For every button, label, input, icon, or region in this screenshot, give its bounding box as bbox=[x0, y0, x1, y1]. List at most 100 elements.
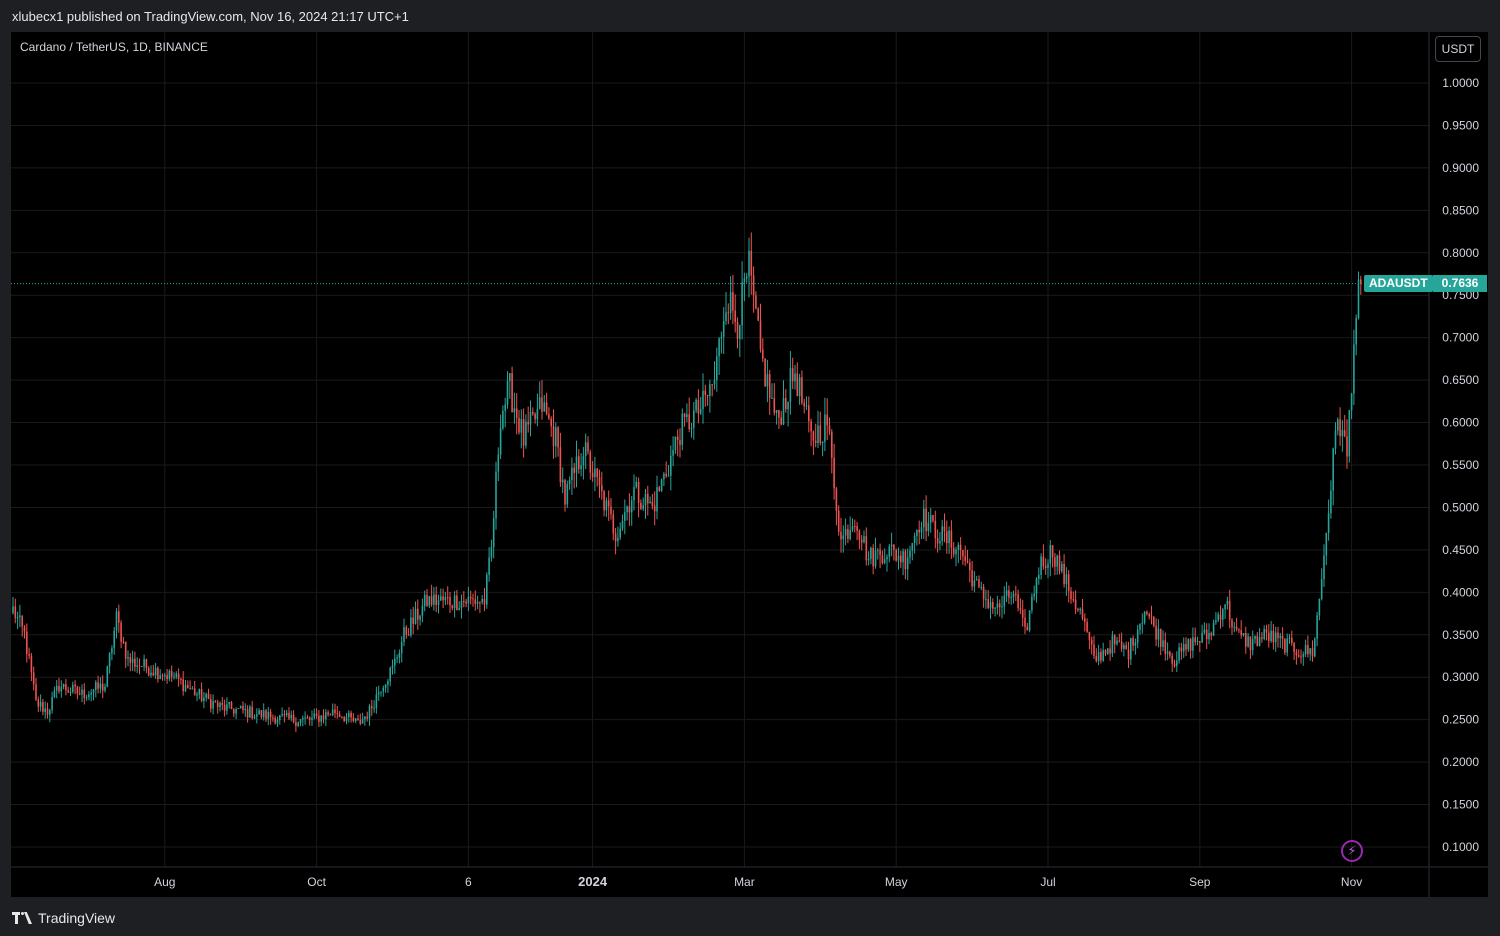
candle bbox=[90, 689, 92, 702]
candle-body bbox=[1265, 629, 1268, 633]
candle bbox=[566, 480, 569, 508]
currency-button[interactable]: USDT bbox=[1435, 36, 1481, 62]
candle-body bbox=[458, 608, 460, 611]
candle bbox=[400, 636, 403, 663]
candle-body bbox=[1084, 618, 1086, 622]
candle bbox=[973, 571, 976, 593]
candle-body bbox=[187, 684, 189, 689]
candle bbox=[1228, 589, 1231, 629]
candle bbox=[1074, 590, 1077, 614]
candle bbox=[1277, 626, 1279, 648]
candle-body bbox=[541, 397, 543, 412]
x-tick-label: Jul bbox=[1040, 875, 1055, 889]
candle bbox=[387, 678, 389, 693]
candle bbox=[727, 303, 730, 325]
candle-body bbox=[1127, 649, 1130, 660]
tradingview-logo[interactable]: TradingView bbox=[12, 910, 115, 926]
candle bbox=[414, 601, 417, 625]
candle-body bbox=[435, 594, 437, 606]
candle bbox=[745, 272, 748, 283]
candle bbox=[672, 436, 674, 467]
candle-body bbox=[578, 456, 580, 470]
candle-body bbox=[193, 688, 196, 696]
candle-body bbox=[957, 544, 960, 550]
candle bbox=[108, 651, 111, 674]
candle-body bbox=[867, 558, 870, 561]
candle-body bbox=[591, 472, 594, 478]
candle bbox=[184, 680, 187, 693]
candle bbox=[426, 588, 428, 607]
candle-body bbox=[817, 425, 819, 444]
candle bbox=[550, 416, 552, 437]
candle bbox=[435, 586, 437, 613]
candle bbox=[1281, 627, 1284, 649]
candle bbox=[1176, 651, 1178, 673]
candle bbox=[1304, 639, 1307, 658]
candle bbox=[607, 490, 610, 521]
candle-body bbox=[1130, 638, 1132, 660]
candle bbox=[1355, 314, 1357, 356]
candle-body bbox=[801, 377, 803, 403]
candle bbox=[805, 396, 808, 410]
candle bbox=[817, 410, 819, 449]
candle-body bbox=[690, 427, 693, 429]
candle-body bbox=[1307, 645, 1309, 655]
candle bbox=[959, 537, 962, 561]
candle-body bbox=[440, 596, 442, 601]
candle bbox=[226, 697, 228, 715]
candle-body bbox=[895, 549, 897, 561]
candle bbox=[221, 697, 224, 711]
y-tick-label: 0.5000 bbox=[1442, 500, 1479, 514]
candle bbox=[1019, 598, 1022, 615]
candle bbox=[584, 433, 587, 470]
candle bbox=[193, 680, 196, 696]
candle bbox=[361, 712, 364, 724]
candle bbox=[115, 608, 118, 639]
chart-area[interactable]: 1.0000 0.9500 0.9000 0.8500 0.8000 0.7500 0.70… bbox=[11, 32, 1488, 897]
candle-body bbox=[14, 606, 17, 619]
candle bbox=[1219, 605, 1222, 629]
candle bbox=[311, 710, 313, 727]
candle bbox=[624, 499, 626, 535]
candle-body bbox=[1044, 566, 1047, 569]
y-tick-label: 0.8500 bbox=[1442, 203, 1479, 217]
candle bbox=[663, 471, 665, 487]
candle-body bbox=[1093, 644, 1095, 656]
candle bbox=[1295, 648, 1298, 665]
candle bbox=[939, 532, 941, 551]
candle bbox=[941, 519, 943, 546]
candle-body bbox=[925, 508, 927, 532]
candle bbox=[722, 307, 725, 354]
candle-body bbox=[720, 336, 723, 339]
candle bbox=[1054, 552, 1056, 576]
candle bbox=[1297, 649, 1300, 658]
candle-body bbox=[21, 615, 23, 627]
candle bbox=[913, 532, 916, 554]
candle-body bbox=[329, 714, 332, 716]
candle-body bbox=[1242, 633, 1245, 636]
candle bbox=[1341, 420, 1344, 452]
candle-body bbox=[1222, 609, 1224, 620]
candle bbox=[249, 704, 251, 719]
lightning-bolt-icon[interactable]: ⚡ bbox=[1341, 840, 1363, 862]
candle bbox=[538, 381, 541, 410]
candle bbox=[688, 397, 690, 433]
x-tick-label: May bbox=[885, 875, 908, 889]
candle-body bbox=[985, 599, 987, 601]
candle-body bbox=[58, 685, 60, 692]
candle bbox=[207, 688, 210, 700]
candle bbox=[1222, 607, 1224, 627]
candle bbox=[111, 645, 113, 661]
candle-body bbox=[444, 596, 447, 601]
candle-body bbox=[1159, 628, 1162, 647]
candle-body bbox=[276, 719, 279, 724]
candle bbox=[488, 547, 490, 582]
price-chart[interactable]: 1.00000.95000.90000.85000.80000.75000.70… bbox=[11, 32, 1488, 897]
candle bbox=[1205, 623, 1208, 650]
candle-body bbox=[345, 716, 348, 722]
candle bbox=[242, 701, 244, 714]
candle bbox=[295, 717, 297, 733]
candle-body bbox=[265, 710, 267, 719]
candle-body bbox=[1304, 645, 1307, 655]
candle bbox=[1153, 616, 1155, 628]
